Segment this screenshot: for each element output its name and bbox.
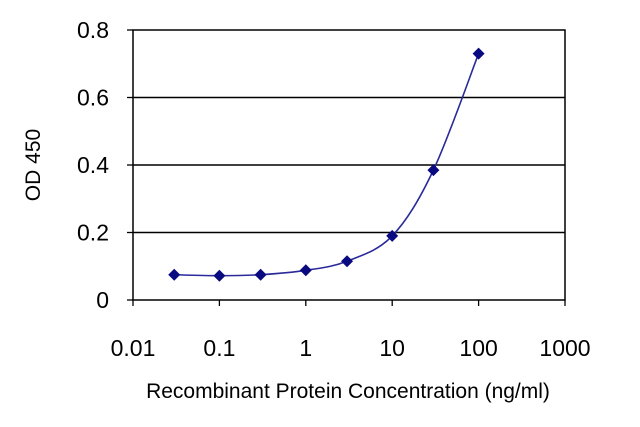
x-tick-label-4: 100 <box>459 335 497 361</box>
data-point-2 <box>254 268 267 281</box>
y-axis-title: OD 450 <box>22 129 45 201</box>
data-point-7 <box>472 47 485 60</box>
data-point-5 <box>386 229 399 242</box>
data-point-1 <box>213 269 226 282</box>
y-axis-ticks: 0 0.2 0.4 0.6 0.8 <box>77 17 133 313</box>
x-tick-label-1: 0.1 <box>203 335 235 361</box>
series-line <box>174 53 480 277</box>
y-tick-label-0: 0 <box>96 287 109 313</box>
data-point-0 <box>168 268 181 281</box>
y-tick-label-3: 0.6 <box>77 85 109 111</box>
y-tick-label-1: 0.2 <box>77 220 109 246</box>
data-point-4 <box>341 255 354 268</box>
data-point-3 <box>299 264 312 277</box>
x-tick-label-3: 10 <box>379 335 405 361</box>
y-tick-label-4: 0.8 <box>77 17 109 43</box>
x-axis-ticks: 0.01 0.1 1 10 100 1000 <box>111 300 591 361</box>
gridlines <box>133 96 565 234</box>
x-tick-label-5: 1000 <box>539 335 590 361</box>
x-tick-label-2: 1 <box>299 335 312 361</box>
data-points <box>168 47 485 282</box>
y-tick-label-2: 0.4 <box>77 152 109 178</box>
data-point-6 <box>427 164 440 177</box>
x-tick-label-0: 0.01 <box>111 335 156 361</box>
x-axis-title: Recombinant Protein Concentration (ng/ml… <box>146 380 550 403</box>
